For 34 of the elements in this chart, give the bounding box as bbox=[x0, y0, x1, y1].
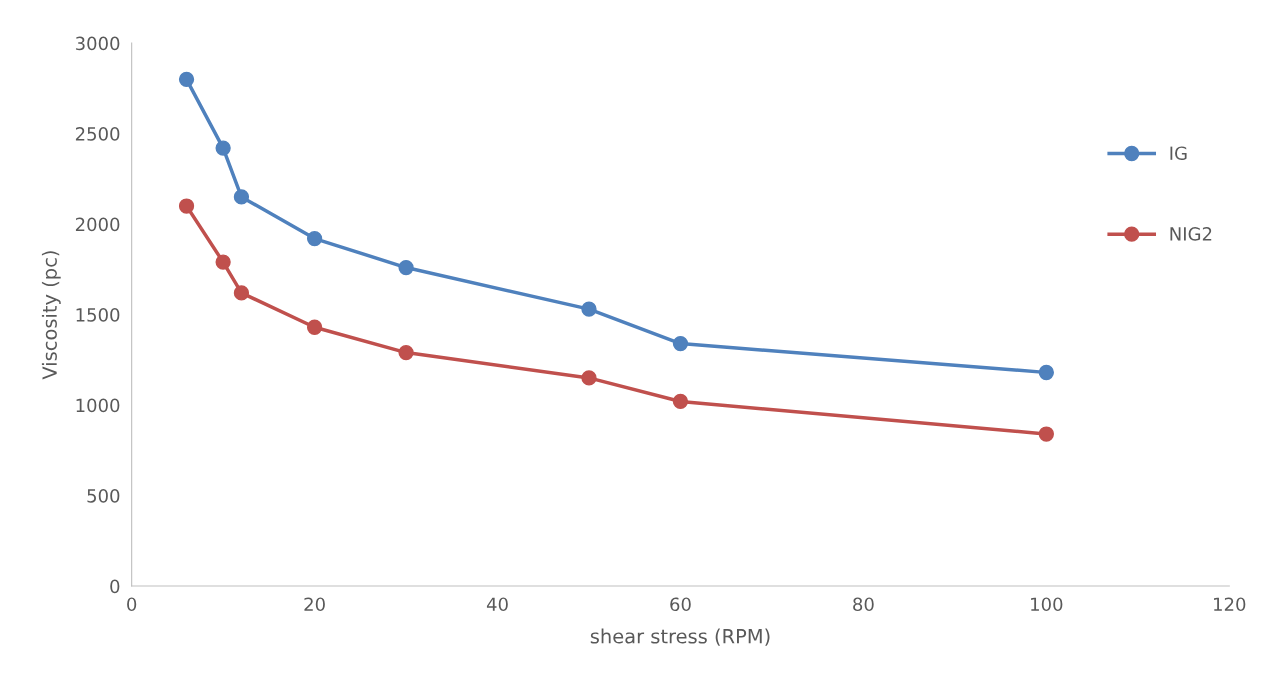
y-tick-label: 2500 bbox=[75, 127, 120, 141]
y-tick-label: 500 bbox=[87, 489, 120, 503]
point bbox=[178, 71, 195, 87]
legend-label: NIG2 bbox=[1170, 227, 1212, 241]
x-tick-label: 0 bbox=[127, 597, 137, 612]
y-tick-label: 3000 bbox=[75, 36, 120, 51]
y-tick-label: 0 bbox=[110, 579, 120, 594]
x-tick-label: 120 bbox=[1214, 597, 1246, 612]
y-tick-label: 1000 bbox=[76, 398, 120, 413]
point bbox=[233, 189, 250, 205]
point bbox=[581, 301, 597, 317]
legend-label: IG bbox=[1170, 146, 1187, 161]
y-tick-label: 2000 bbox=[75, 217, 120, 232]
point bbox=[306, 319, 323, 335]
point bbox=[215, 140, 231, 156]
point bbox=[398, 259, 414, 276]
y-axis-title: Viscosity (pc) bbox=[41, 251, 61, 380]
y-tick-label: 1500 bbox=[76, 308, 120, 322]
x-tick-label: 60 bbox=[670, 597, 691, 612]
point bbox=[672, 335, 689, 352]
x-tick-label: 80 bbox=[853, 597, 874, 612]
point bbox=[233, 285, 250, 301]
point bbox=[398, 344, 414, 361]
point bbox=[215, 254, 231, 270]
point bbox=[672, 393, 689, 410]
point bbox=[306, 230, 323, 247]
x-tick-label: 20 bbox=[304, 597, 325, 612]
point bbox=[178, 198, 195, 214]
point bbox=[1038, 426, 1054, 442]
point bbox=[1038, 364, 1054, 381]
point bbox=[581, 370, 597, 386]
x-tick-label: 100 bbox=[1031, 597, 1063, 612]
x-axis-title: shear stress (RPM) bbox=[590, 628, 770, 646]
x-tick-label: 40 bbox=[486, 597, 508, 612]
